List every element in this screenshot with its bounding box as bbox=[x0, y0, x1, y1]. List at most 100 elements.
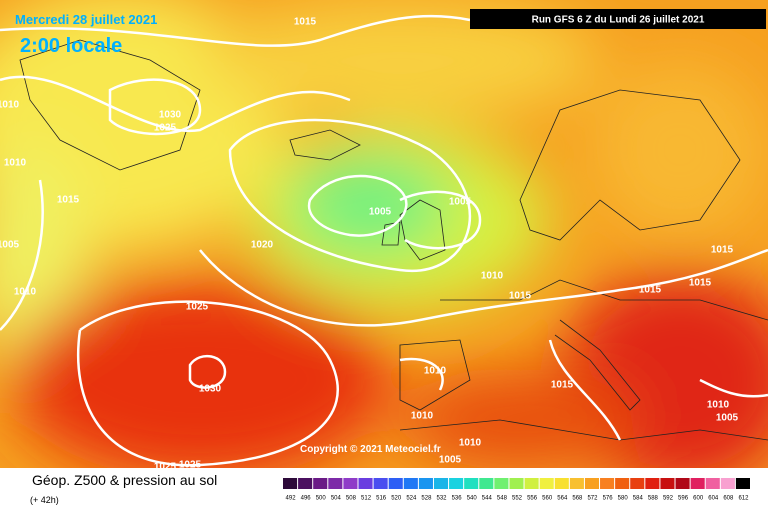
scale-label: 552 bbox=[512, 496, 523, 502]
isobar-label: 1015 bbox=[294, 17, 317, 28]
isobar-labels: 1015 1030 1025 1010 1010 1015 1005 1010 1020 1005… bbox=[0, 17, 739, 473]
isobar-label: 1015 bbox=[551, 380, 574, 391]
scale-label: 528 bbox=[421, 496, 432, 502]
forecast-lead: (+ 42h) bbox=[30, 495, 59, 505]
footer bbox=[0, 468, 768, 512]
scale-swatch bbox=[464, 478, 479, 489]
scale-swatch bbox=[403, 478, 418, 489]
isobar-label: 1010 bbox=[424, 366, 447, 377]
scale-swatch bbox=[720, 478, 735, 489]
scale-swatch bbox=[554, 478, 569, 489]
scale-swatch bbox=[660, 478, 675, 489]
scale-swatch bbox=[283, 478, 298, 489]
scale-label: 520 bbox=[391, 496, 402, 502]
copyright: Copyright © 2021 Meteociel.fr bbox=[300, 444, 441, 455]
field bbox=[0, 0, 768, 490]
isobar-label: 1010 bbox=[0, 100, 20, 111]
isobar-label: 1005 bbox=[0, 240, 20, 251]
scale-label: 592 bbox=[663, 496, 674, 502]
isobar-label: 1015 bbox=[57, 195, 80, 206]
scale-label: 596 bbox=[678, 496, 689, 502]
scale-label: 600 bbox=[693, 496, 704, 502]
scale-label: 556 bbox=[527, 496, 538, 502]
scale-swatch bbox=[388, 478, 403, 489]
scale-label: 516 bbox=[376, 496, 387, 502]
scale-label: 588 bbox=[648, 496, 659, 502]
scale-label: 584 bbox=[633, 496, 644, 502]
run-info: Run GFS 6 Z du Lundi 26 juillet 2021 bbox=[532, 15, 705, 26]
scale-swatch bbox=[313, 478, 328, 489]
isobar-label: 1005 bbox=[449, 197, 472, 208]
isobar-label: 1030 bbox=[159, 110, 182, 121]
isobar-label: 1010 bbox=[707, 400, 730, 411]
scale-swatch bbox=[449, 478, 464, 489]
scale-swatch bbox=[418, 478, 433, 489]
scale-label: 572 bbox=[587, 496, 598, 502]
scale-swatch bbox=[479, 478, 494, 489]
scale-label: 536 bbox=[452, 496, 463, 502]
scale-swatch bbox=[569, 478, 584, 489]
scale-swatch bbox=[705, 478, 720, 489]
scale-label: 496 bbox=[301, 496, 312, 502]
scale-label: 492 bbox=[286, 496, 297, 502]
scale-label: 580 bbox=[618, 496, 629, 502]
isobar-label: 1020 bbox=[251, 240, 274, 251]
isobar-label: 1015 bbox=[509, 291, 532, 302]
isobar-label: 1005 bbox=[369, 207, 392, 218]
scale-swatch bbox=[615, 478, 630, 489]
isobar-label: 1005 bbox=[716, 413, 739, 424]
scale-swatch bbox=[373, 478, 388, 489]
scale-label: 548 bbox=[497, 496, 508, 502]
scale-swatch bbox=[343, 478, 358, 489]
scale-label: 612 bbox=[738, 496, 749, 502]
isobar-label: 1010 bbox=[481, 271, 504, 282]
footer-title: Géop. Z500 & pression au sol bbox=[32, 472, 217, 488]
coastlines bbox=[19, 39, 768, 441]
scale-label: 608 bbox=[723, 496, 734, 502]
scale-swatch bbox=[494, 478, 509, 489]
scale-label: 568 bbox=[572, 496, 583, 502]
scale-swatch bbox=[539, 478, 554, 489]
scale-swatch bbox=[675, 478, 690, 489]
scale-label: 604 bbox=[708, 496, 719, 502]
scale-swatch bbox=[433, 478, 449, 489]
isobar-label: 1025 bbox=[154, 462, 177, 473]
scale-label: 512 bbox=[361, 496, 372, 502]
local-time: 2:00 locale bbox=[20, 35, 122, 57]
scale-label: 564 bbox=[557, 496, 568, 502]
color-scale: 492 496 500 504 508 512 516 520 524 528 532 536 540 5… bbox=[283, 478, 750, 502]
scale-label: 560 bbox=[542, 496, 553, 502]
isobar-label: 1015 bbox=[711, 245, 734, 256]
isobar-label: 1005 bbox=[439, 455, 462, 466]
scale-swatch bbox=[328, 478, 343, 489]
scale-swatch bbox=[690, 478, 705, 489]
scale-label: 576 bbox=[603, 496, 614, 502]
scale-swatch bbox=[645, 478, 660, 489]
isobar-label: 1015 bbox=[639, 285, 662, 296]
isobar-label: 1030 bbox=[199, 384, 222, 395]
isobar-label: 1025 bbox=[179, 460, 202, 471]
isobar-label: 1010 bbox=[4, 158, 27, 169]
top-bar bbox=[470, 9, 766, 29]
scale-swatch bbox=[600, 478, 615, 489]
scale-label: 508 bbox=[346, 496, 357, 502]
scale-swatch bbox=[509, 478, 524, 489]
scale-swatch bbox=[735, 478, 750, 489]
scale-label: 532 bbox=[437, 496, 448, 502]
scale-label: 524 bbox=[406, 496, 417, 502]
isobar-label: 1010 bbox=[14, 287, 37, 298]
scale-label: 500 bbox=[316, 496, 327, 502]
isobar-label: 1015 bbox=[689, 278, 712, 289]
isobar-label: 1010 bbox=[411, 411, 434, 422]
scale-swatch bbox=[524, 478, 539, 489]
isobar-label: 1010 bbox=[459, 438, 482, 449]
isobar-label: 1025 bbox=[154, 123, 177, 134]
scale-swatch bbox=[298, 478, 313, 489]
date: Mercredi 28 juillet 2021 bbox=[15, 12, 157, 27]
isobars bbox=[0, 14, 768, 467]
scale-label: 544 bbox=[482, 496, 493, 502]
scale-swatch bbox=[630, 478, 645, 489]
scale-swatch bbox=[584, 478, 600, 489]
scale-swatch bbox=[358, 478, 373, 489]
